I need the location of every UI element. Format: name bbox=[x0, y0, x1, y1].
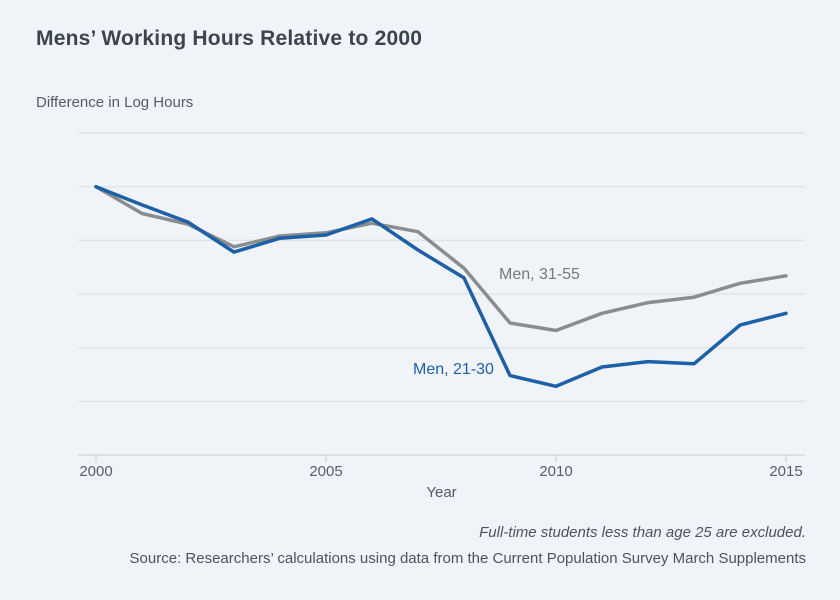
exclusion-note: Full-time students less than age 25 are … bbox=[479, 524, 806, 541]
x-tick-label: 2005 bbox=[309, 463, 343, 480]
x-tick-label: 2000 bbox=[79, 463, 113, 480]
source-note: Source: Researchers’ calculations using … bbox=[129, 550, 806, 567]
x-tick-label: 2015 bbox=[769, 463, 803, 480]
x-axis-title: Year bbox=[426, 484, 457, 501]
series-label-men-31-55: Men, 31-55 bbox=[499, 266, 580, 283]
x-tick-label: 2010 bbox=[539, 463, 573, 480]
y-axis-title: Difference in Log Hours bbox=[36, 94, 194, 111]
chart-title: Mens’ Working Hours Relative to 2000 bbox=[36, 27, 423, 50]
series-label-men-21-30: Men, 21-30 bbox=[413, 361, 494, 378]
